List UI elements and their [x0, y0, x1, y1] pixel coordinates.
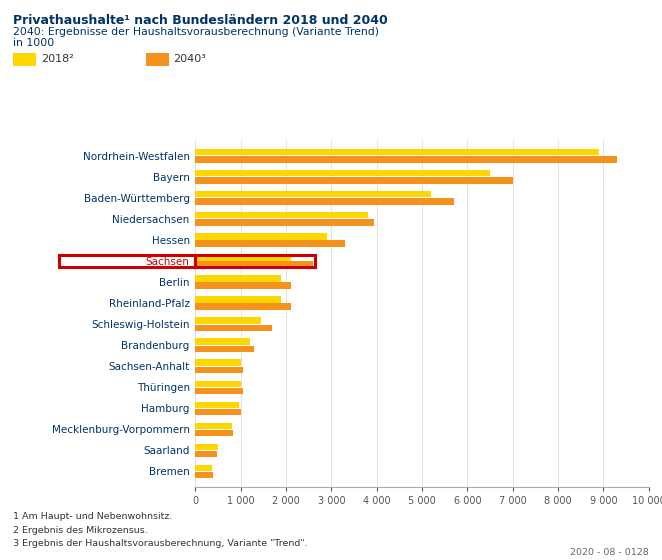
Bar — [195, 282, 291, 289]
Bar — [195, 178, 513, 184]
Bar — [195, 170, 490, 176]
Text: 2040³: 2040³ — [173, 54, 207, 64]
Bar — [195, 233, 327, 240]
Bar — [195, 276, 281, 282]
Bar — [195, 444, 218, 450]
Bar — [195, 149, 599, 155]
Text: 2 Ergebnis des Mikrozensus.: 2 Ergebnis des Mikrozensus. — [13, 526, 148, 535]
Bar — [195, 402, 239, 408]
Bar — [195, 304, 291, 310]
Bar — [195, 430, 233, 436]
Bar — [195, 380, 241, 387]
Bar — [195, 240, 345, 247]
Bar — [195, 255, 316, 267]
Bar — [195, 465, 212, 471]
Bar — [195, 254, 291, 260]
Text: 2040: Ergebnisse der Haushaltsvorausberechnung (Variante Trend): 2040: Ergebnisse der Haushaltsvorausbere… — [13, 27, 379, 37]
Bar — [195, 191, 431, 198]
Text: 1 Am Haupt- und Nebenwohnsitz.: 1 Am Haupt- und Nebenwohnsitz. — [13, 512, 173, 521]
Bar — [195, 409, 241, 415]
Bar — [195, 318, 261, 324]
Text: in 1000: in 1000 — [13, 38, 54, 48]
Bar — [195, 198, 453, 204]
Bar — [195, 423, 232, 429]
Text: 3 Ergebnis der Haushaltsvorausberechnung, Variante "Trend".: 3 Ergebnis der Haushaltsvorausberechnung… — [13, 539, 308, 548]
Text: 2020 - 08 - 0128: 2020 - 08 - 0128 — [570, 548, 649, 557]
Bar — [195, 388, 243, 394]
Bar — [195, 212, 367, 218]
Bar — [195, 325, 272, 331]
Text: Privathaushalte¹ nach Bundesländern 2018 und 2040: Privathaushalte¹ nach Bundesländern 2018… — [13, 14, 388, 27]
Bar — [195, 338, 250, 345]
Bar — [195, 296, 281, 302]
Bar — [195, 156, 617, 162]
Bar — [59, 255, 195, 267]
Bar — [195, 451, 217, 457]
Bar — [195, 367, 243, 373]
Bar — [195, 346, 254, 352]
Bar — [195, 472, 213, 478]
Bar — [195, 262, 313, 268]
Text: 2018²: 2018² — [41, 54, 73, 64]
Bar — [195, 220, 375, 226]
Bar — [195, 360, 241, 366]
